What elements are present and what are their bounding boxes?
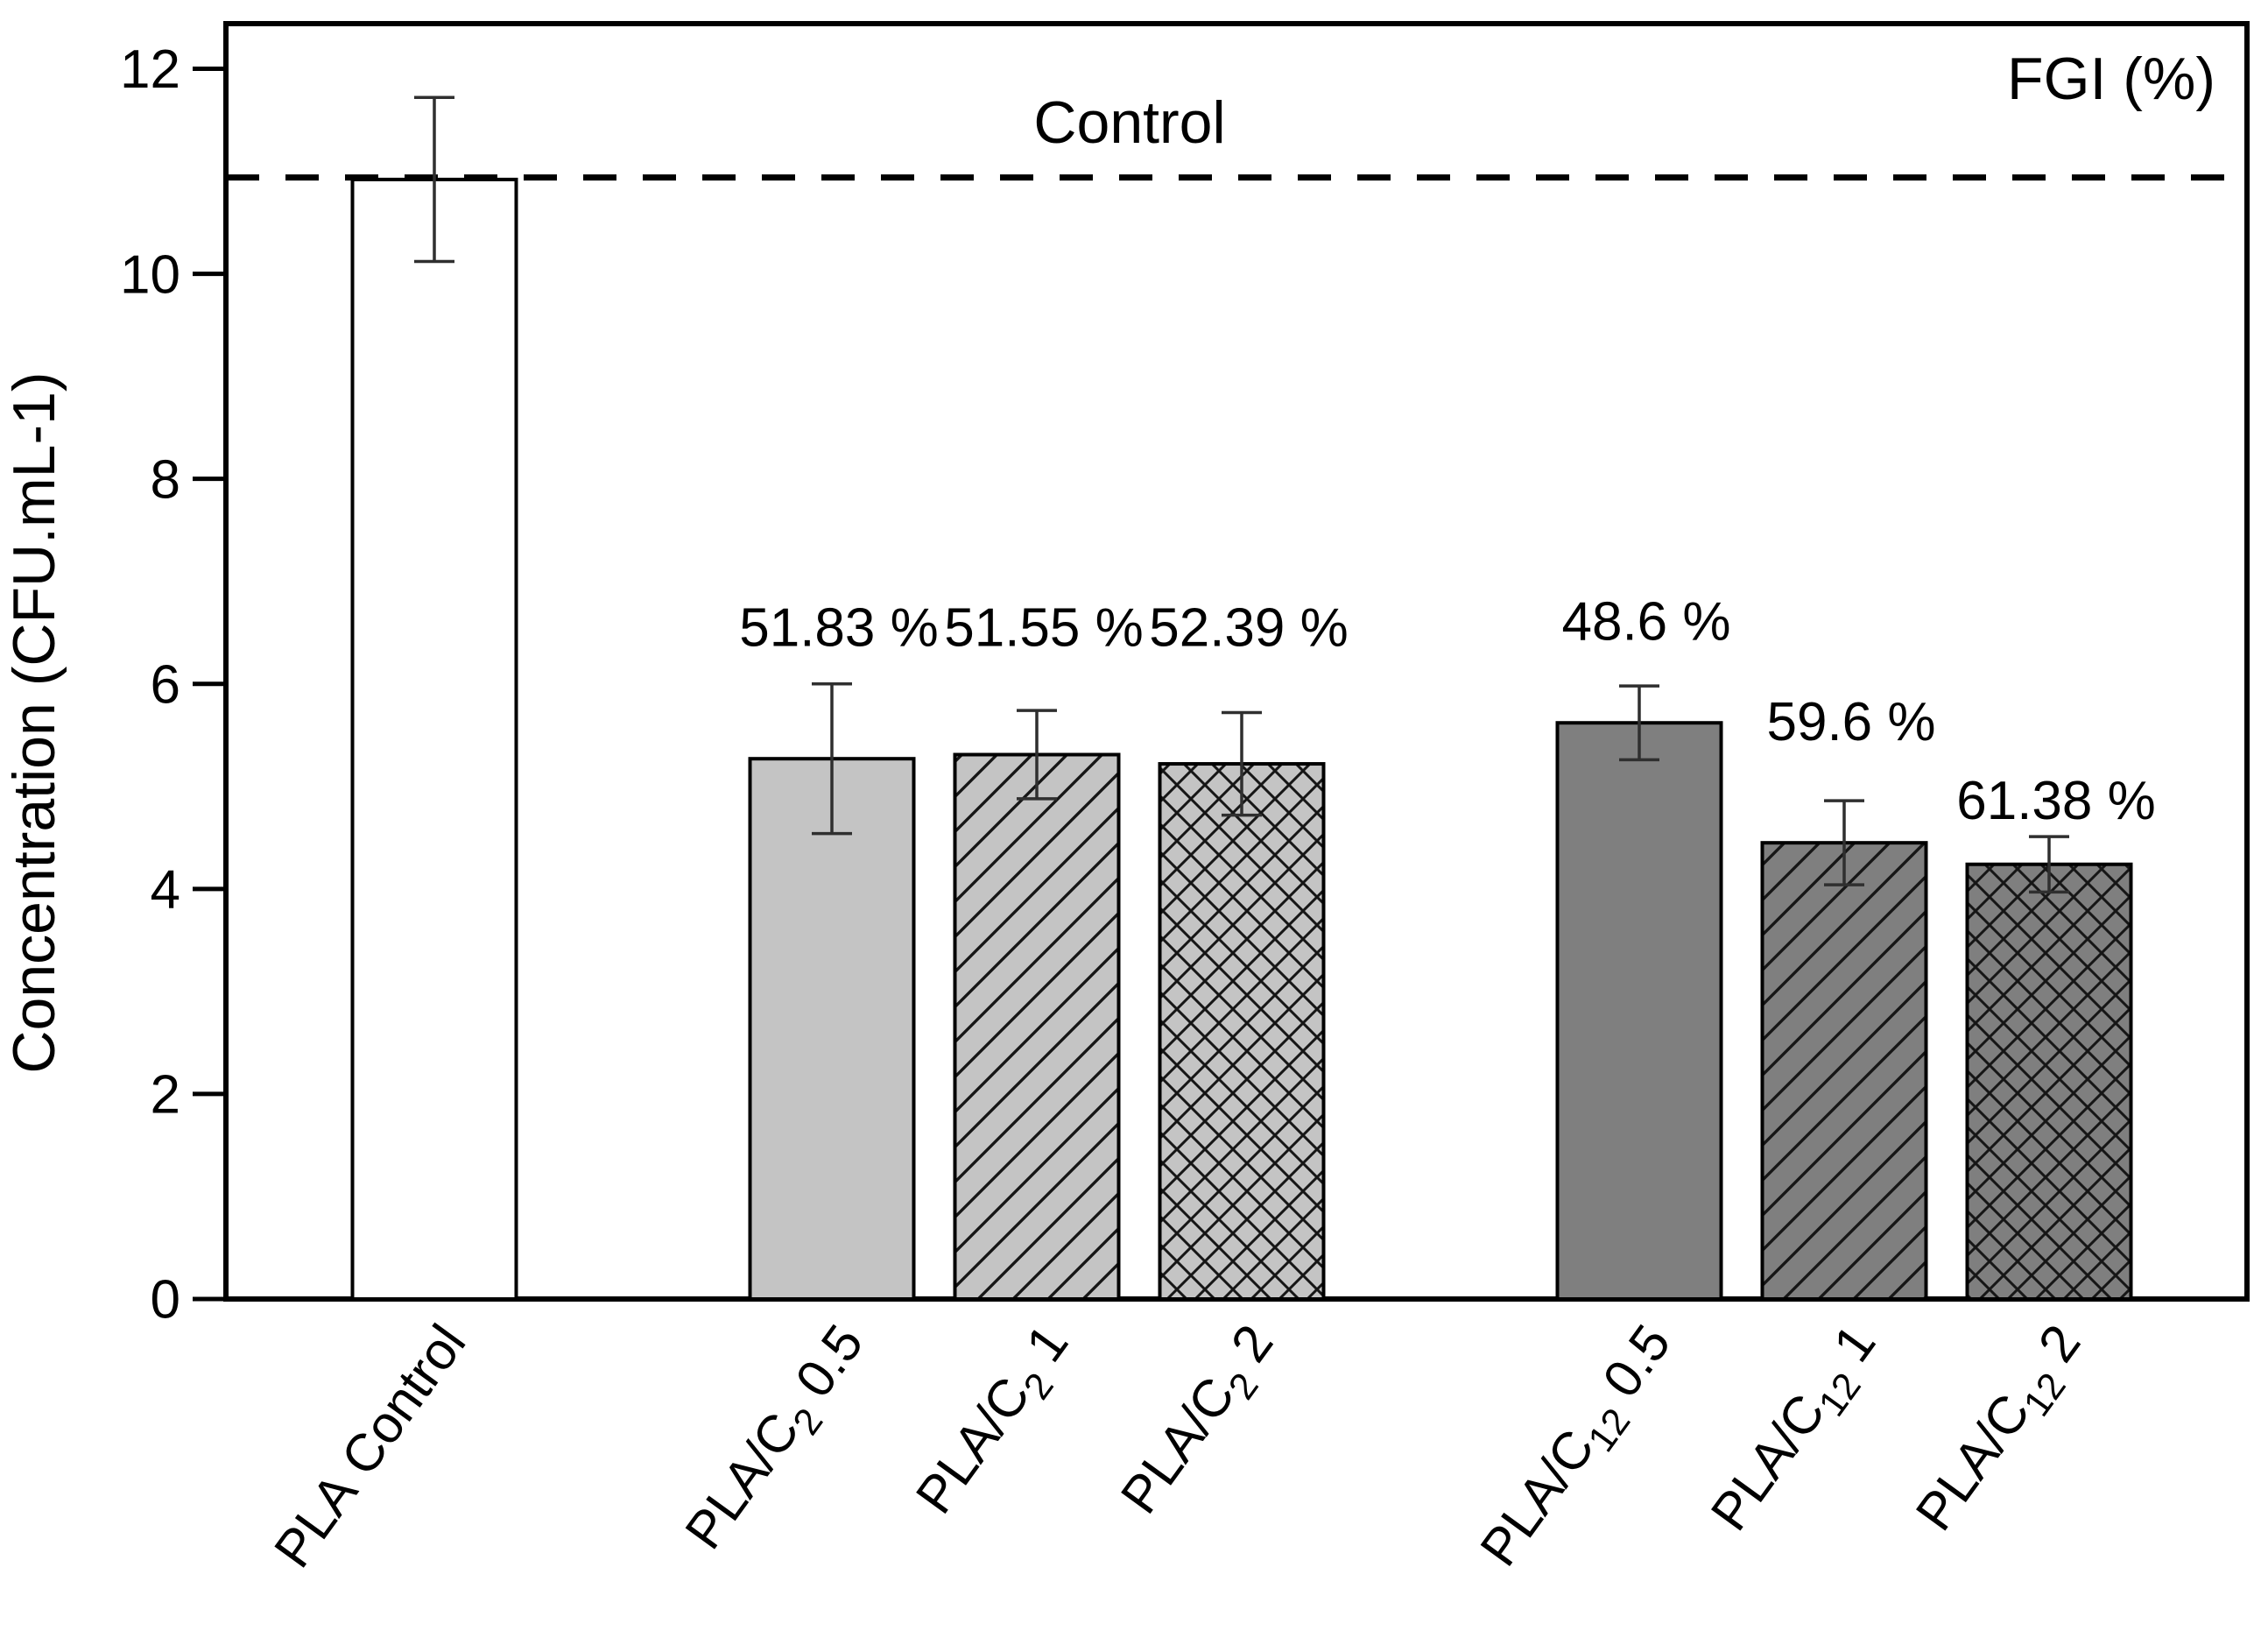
- bar-pla-control: [352, 179, 517, 1299]
- y-tick-label-4: 4: [151, 860, 180, 921]
- bar-pla-c2-0-5: [750, 759, 914, 1299]
- fgi-label-pla-c12-2: 61.38 %: [1956, 771, 2156, 831]
- fgi-label-pla-c12-1: 59.6 %: [1766, 692, 1935, 752]
- bar-pla-c2-2-hatch: [1159, 764, 1324, 1299]
- y-tick-label-10: 10: [120, 244, 180, 305]
- control-line-label: Control: [1033, 89, 1225, 156]
- bar-pla-c12-1-hatch: [1762, 843, 1926, 1299]
- fgi-label-pla-c2-0-5: 51.83 %: [739, 597, 939, 658]
- legend-fgi-label: FGI (%): [2007, 46, 2215, 112]
- error-bar-pla-c2-0-5: [812, 681, 852, 836]
- error-bar-pla-c2-2: [1222, 710, 1262, 817]
- y-tick-label-0: 0: [151, 1270, 180, 1331]
- bar-pla-c12-2-hatch: [1967, 864, 2131, 1299]
- bar-pla-c2-1-hatch: [954, 754, 1119, 1299]
- fgi-label-pla-c2-2: 52.39 %: [1149, 597, 1349, 658]
- y-tick-label-6: 6: [151, 654, 180, 715]
- bar-pla-c12-0-5: [1557, 723, 1722, 1299]
- error-bar-pla-c12-2: [2029, 835, 2069, 894]
- y-tick-label-12: 12: [120, 39, 180, 100]
- error-bar-pla-c12-0-5: [1619, 684, 1659, 762]
- fgi-label-pla-c12-0-5: 48.6 %: [1561, 591, 1730, 652]
- y-tick-label-2: 2: [151, 1065, 180, 1126]
- error-bar-pla-control: [414, 95, 454, 264]
- error-bar-pla-c2-1: [1017, 709, 1057, 801]
- fgi-label-pla-c2-1: 51.55 %: [944, 597, 1144, 658]
- y-tick-label-8: 8: [151, 449, 180, 510]
- error-bar-pla-c12-1: [1824, 799, 1864, 886]
- y-axis-title: Concentration (CFU.mL-1): [1, 371, 67, 1073]
